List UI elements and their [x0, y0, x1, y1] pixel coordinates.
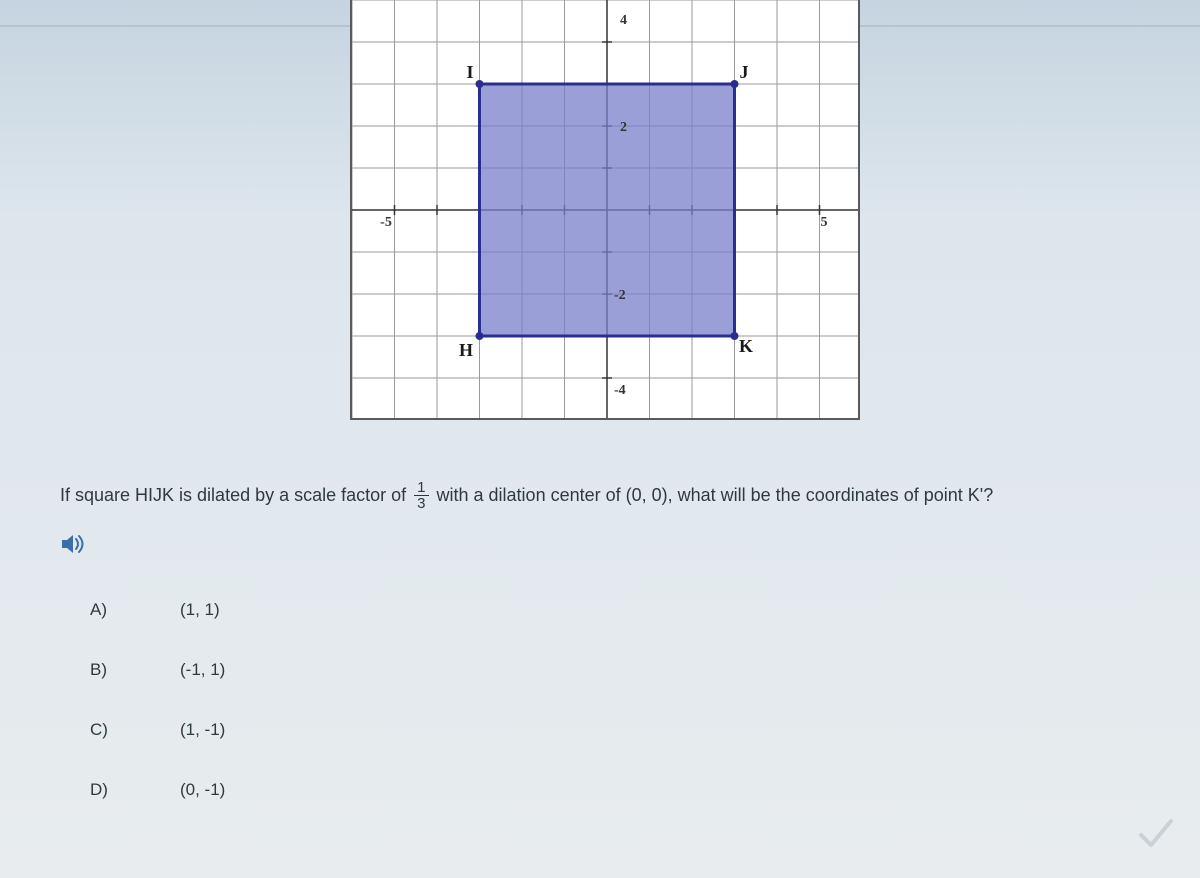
- svg-text:2: 2: [620, 120, 627, 135]
- svg-text:-2: -2: [614, 288, 626, 303]
- read-aloud-button[interactable]: [60, 533, 88, 555]
- answer-label: D): [90, 780, 180, 800]
- vertex-label-j: J: [740, 62, 749, 82]
- answer-label: A): [90, 600, 180, 620]
- question-part2: with a dilation center of (0, 0), what w…: [437, 485, 994, 506]
- answer-choice-a[interactable]: A) (1, 1): [90, 600, 225, 620]
- vertex-label-k: K: [739, 336, 753, 356]
- svg-text:4: 4: [620, 13, 627, 28]
- vertex-label-h: H: [459, 340, 473, 360]
- answer-choice-d[interactable]: D) (0, -1): [90, 780, 225, 800]
- answer-value: (0, -1): [180, 780, 225, 800]
- answer-value: (1, -1): [180, 720, 225, 740]
- answer-value: (-1, 1): [180, 660, 225, 680]
- square-hijk: [480, 84, 735, 336]
- svg-text:5: 5: [821, 215, 828, 230]
- corner-check-icon: [1135, 813, 1175, 853]
- answer-label: B): [90, 660, 180, 680]
- answer-label: C): [90, 720, 180, 740]
- fraction-one-third: 1 3: [414, 480, 428, 511]
- vertex-label-i: I: [466, 62, 473, 82]
- question-text: If square HIJK is dilated by a scale fac…: [60, 480, 1160, 555]
- answer-choice-b[interactable]: B) (-1, 1): [90, 660, 225, 680]
- svg-text:-5: -5: [380, 215, 392, 230]
- answer-choice-c[interactable]: C) (1, -1): [90, 720, 225, 740]
- svg-text:-4: -4: [614, 383, 626, 398]
- answer-choices: A) (1, 1) B) (-1, 1) C) (1, -1) D) (0, -…: [90, 600, 225, 840]
- coordinate-graph: -5 5 4 2 -2 -4 I J H K: [350, 0, 860, 420]
- question-part1: If square HIJK is dilated by a scale fac…: [60, 485, 406, 506]
- answer-value: (1, 1): [180, 600, 220, 620]
